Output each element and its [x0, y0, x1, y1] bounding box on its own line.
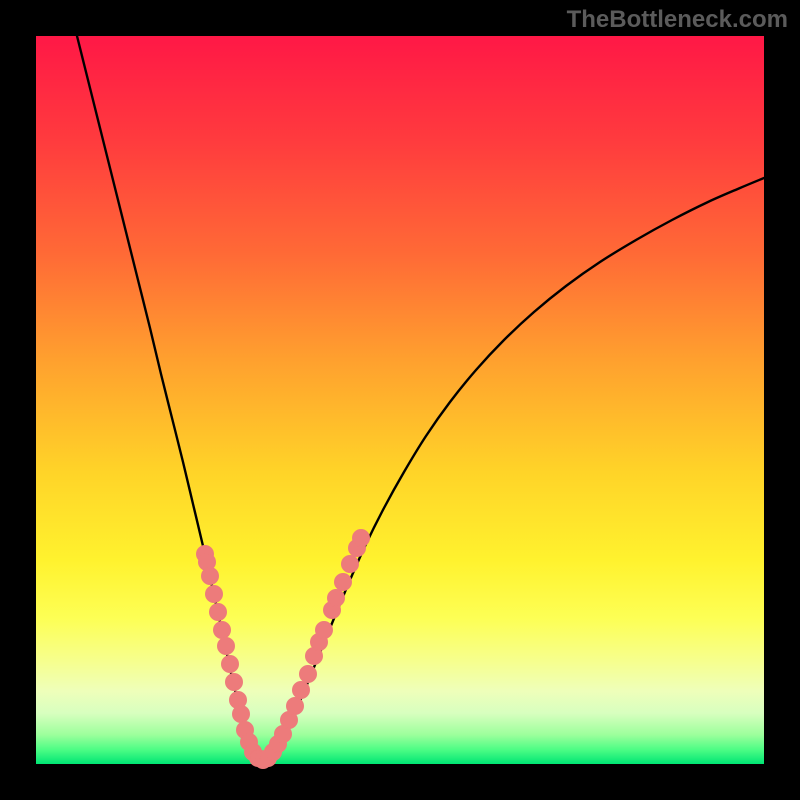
plot-area — [36, 36, 764, 764]
data-marker — [218, 638, 235, 655]
data-marker — [222, 656, 239, 673]
data-marker — [206, 586, 223, 603]
data-marker — [214, 622, 231, 639]
data-marker — [210, 604, 227, 621]
chart-container: TheBottleneck.com — [0, 0, 800, 800]
data-marker — [287, 698, 304, 715]
data-marker — [202, 568, 219, 585]
watermark-text: TheBottleneck.com — [567, 6, 788, 34]
curve-left — [77, 36, 262, 761]
data-marker — [342, 556, 359, 573]
data-marker — [316, 622, 333, 639]
data-marker — [233, 706, 250, 723]
curve-layer — [36, 36, 764, 764]
data-marker — [335, 574, 352, 591]
data-marker — [226, 674, 243, 691]
data-marker — [300, 666, 317, 683]
data-marker — [353, 530, 370, 547]
data-marker — [328, 590, 345, 607]
curve-right — [262, 178, 764, 761]
data-marker — [293, 682, 310, 699]
